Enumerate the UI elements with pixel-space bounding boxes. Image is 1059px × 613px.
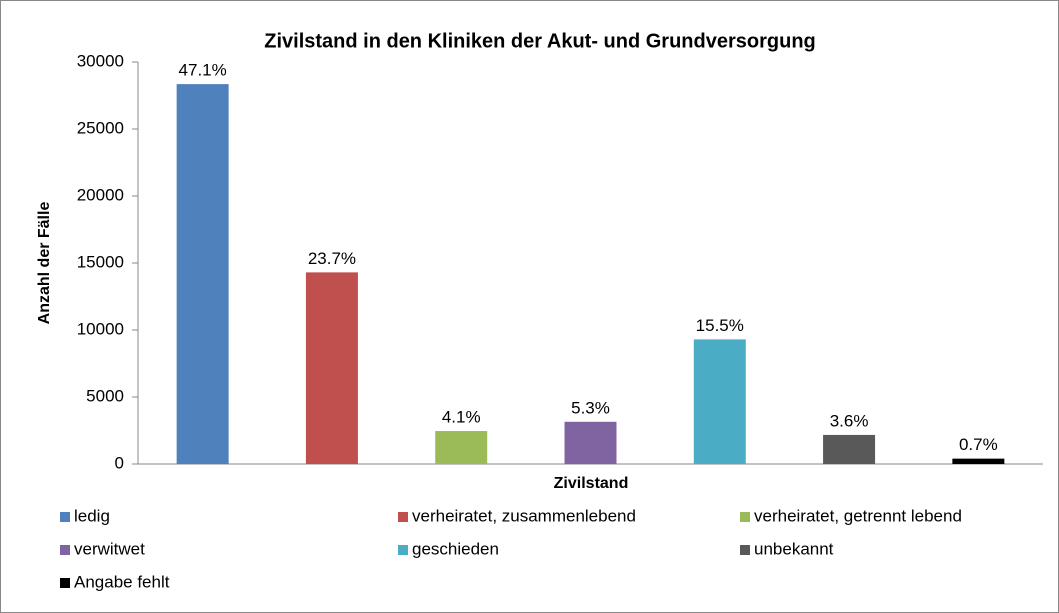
bar [435,431,488,464]
legend-swatch [398,512,408,522]
legend-swatch [60,545,70,555]
legend-label: verwitwet [74,539,145,558]
data-label: 3.6% [830,411,869,430]
y-axis-title: Anzahl der Fälle [36,202,53,325]
bar [693,339,746,464]
legend-label: Angabe fehlt [74,572,170,591]
bar [564,421,617,464]
legend-label: verheiratet, zusammenlebend [412,506,636,525]
bar [176,84,229,465]
legend-label: verheiratet, getrennt lebend [754,506,962,525]
data-label: 15.5% [696,316,744,335]
y-tick-label: 10000 [77,319,124,338]
data-label: 23.7% [308,249,356,268]
data-label: 5.3% [571,398,610,417]
y-tick-label: 30000 [77,51,124,70]
legend-swatch [60,578,70,588]
data-label: 0.7% [959,435,998,454]
y-tick-label: 25000 [77,118,124,137]
bar [952,458,1005,464]
data-label: 47.1% [179,61,227,80]
y-tick-label: 0 [115,453,124,472]
x-axis-title: Zivilstand [554,475,629,492]
legend-label: geschieden [412,539,499,558]
data-label: 4.1% [442,408,481,427]
y-tick-label: 15000 [77,252,124,271]
legend-swatch [740,545,750,555]
legend-label: ledig [74,506,110,525]
bar [305,272,358,464]
y-tick-label: 5000 [86,386,124,405]
legend-swatch [398,545,408,555]
legend-swatch [60,512,70,522]
y-tick-label: 20000 [77,185,124,204]
legend-label: unbekannt [754,539,834,558]
bar [823,434,876,464]
chart-title: Zivilstand in den Kliniken der Akut- und… [264,30,816,52]
legend-swatch [740,512,750,522]
